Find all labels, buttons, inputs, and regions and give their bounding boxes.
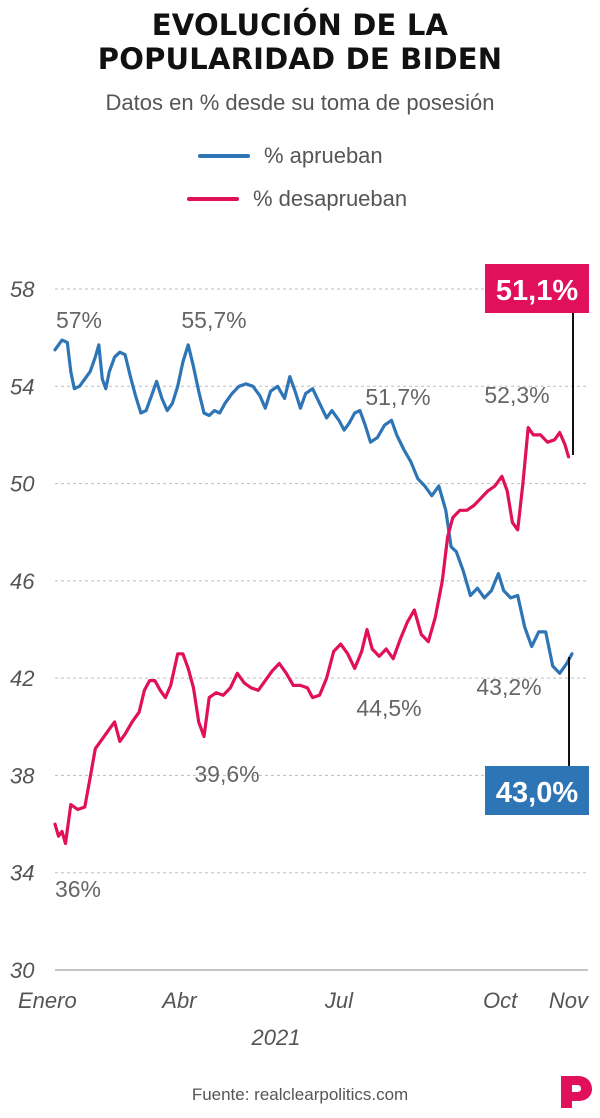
- chart-title-line-1: EVOLUCIÓN DE LA: [151, 8, 449, 42]
- x-tick-label: Nov: [549, 988, 590, 1013]
- legend-label-approve: % aprueban: [264, 143, 383, 168]
- annotation-approve-april: 55,7%: [181, 307, 246, 333]
- annotation-approve-november: 43,2%: [476, 674, 541, 700]
- x-tick-label: Abr: [160, 988, 198, 1013]
- legend-swatch-approve: [198, 154, 250, 158]
- y-tick-label: 58: [10, 277, 35, 302]
- series-line-approve: [53, 338, 574, 675]
- source-note: Fuente: realclearpolitics.com: [191, 1085, 409, 1104]
- callout-box-approve: [485, 766, 589, 815]
- series-layer: [53, 338, 574, 846]
- annotation-approve-july: 51,7%: [365, 384, 430, 410]
- chart-title: EVOLUCIÓN DE LA POPULARIDAD DE BIDEN: [0, 8, 600, 76]
- y-tick-label: 46: [10, 569, 35, 594]
- x-tick-label: Jul: [324, 988, 354, 1013]
- end-value-callouts: 51,1% 43,0%: [485, 264, 589, 815]
- callout-value-disapprove: 51,1%: [496, 275, 578, 307]
- annotation-disapprove-october: 52,3%: [484, 382, 549, 408]
- legend-item-disapprove: % desaprueban: [187, 186, 407, 212]
- annotation-approve-start: 57%: [56, 307, 102, 333]
- chart-title-line-2: POPULARIDAD DE BIDEN: [97, 42, 503, 76]
- annotation-disapprove-july: 44,5%: [356, 695, 421, 721]
- publisher-logo-icon: [561, 1076, 592, 1108]
- legend-label-disapprove: % desaprueban: [253, 186, 408, 211]
- legend-swatch-disapprove: [187, 197, 239, 201]
- legend-item-approve: % aprueban: [198, 143, 383, 169]
- callout-value-approve: 43,0%: [496, 777, 578, 809]
- y-tick-label: 30: [10, 958, 35, 983]
- annotation-disapprove-april: 39,6%: [194, 761, 259, 787]
- y-tick-label: 34: [10, 861, 34, 886]
- y-tick-labels: 30 34 38 42 46 50 54 58: [10, 277, 35, 983]
- series-line-disapprove: [53, 426, 571, 846]
- x-tick-labels: Enero Abr Jul Oct Nov: [18, 988, 590, 1013]
- chart-subtitle: Datos en % desde su toma de posesión: [105, 90, 495, 115]
- y-tick-label: 50: [10, 472, 35, 497]
- x-tick-label: Enero: [18, 988, 77, 1013]
- x-tick-label: Oct: [483, 988, 518, 1013]
- y-tick-label: 54: [10, 374, 34, 399]
- y-tick-label: 38: [10, 763, 35, 788]
- callout-box-disapprove: [485, 264, 589, 313]
- annotation-disapprove-start: 36%: [55, 876, 101, 902]
- annotations-layer: 57% 55,7% 51,7% 43,2% 36% 39,6% 44,5% 52…: [55, 307, 550, 902]
- y-tick-label: 42: [10, 666, 34, 691]
- x-axis-year-label: 2021: [251, 1025, 301, 1050]
